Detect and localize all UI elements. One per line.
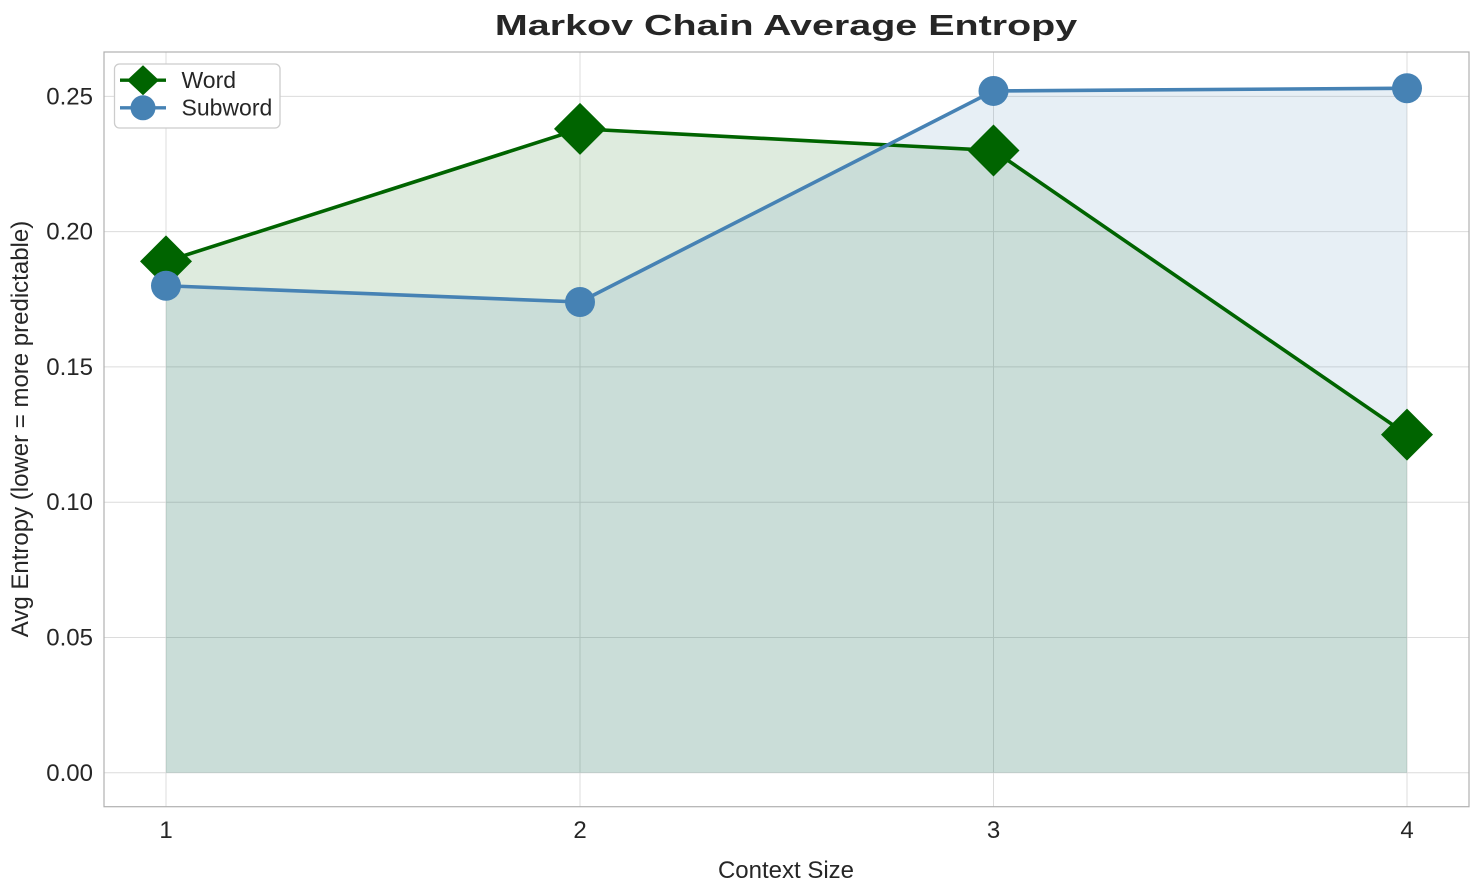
svg-text:0.05: 0.05	[46, 625, 93, 652]
svg-text:2: 2	[573, 817, 586, 844]
svg-text:Subword: Subword	[182, 95, 273, 121]
svg-text:0.15: 0.15	[46, 354, 93, 381]
svg-text:3: 3	[987, 817, 1000, 844]
svg-text:0.00: 0.00	[46, 760, 93, 787]
svg-text:0.25: 0.25	[46, 83, 93, 110]
svg-text:0.10: 0.10	[46, 489, 93, 516]
svg-text:1: 1	[159, 817, 172, 844]
svg-text:4: 4	[1400, 817, 1413, 844]
svg-text:0.20: 0.20	[46, 219, 93, 246]
svg-text:Word: Word	[182, 67, 237, 93]
svg-text:Avg Entropy (lower = more pred: Avg Entropy (lower = more predictable)	[7, 221, 34, 637]
svg-text:Context Size: Context Size	[718, 857, 854, 884]
